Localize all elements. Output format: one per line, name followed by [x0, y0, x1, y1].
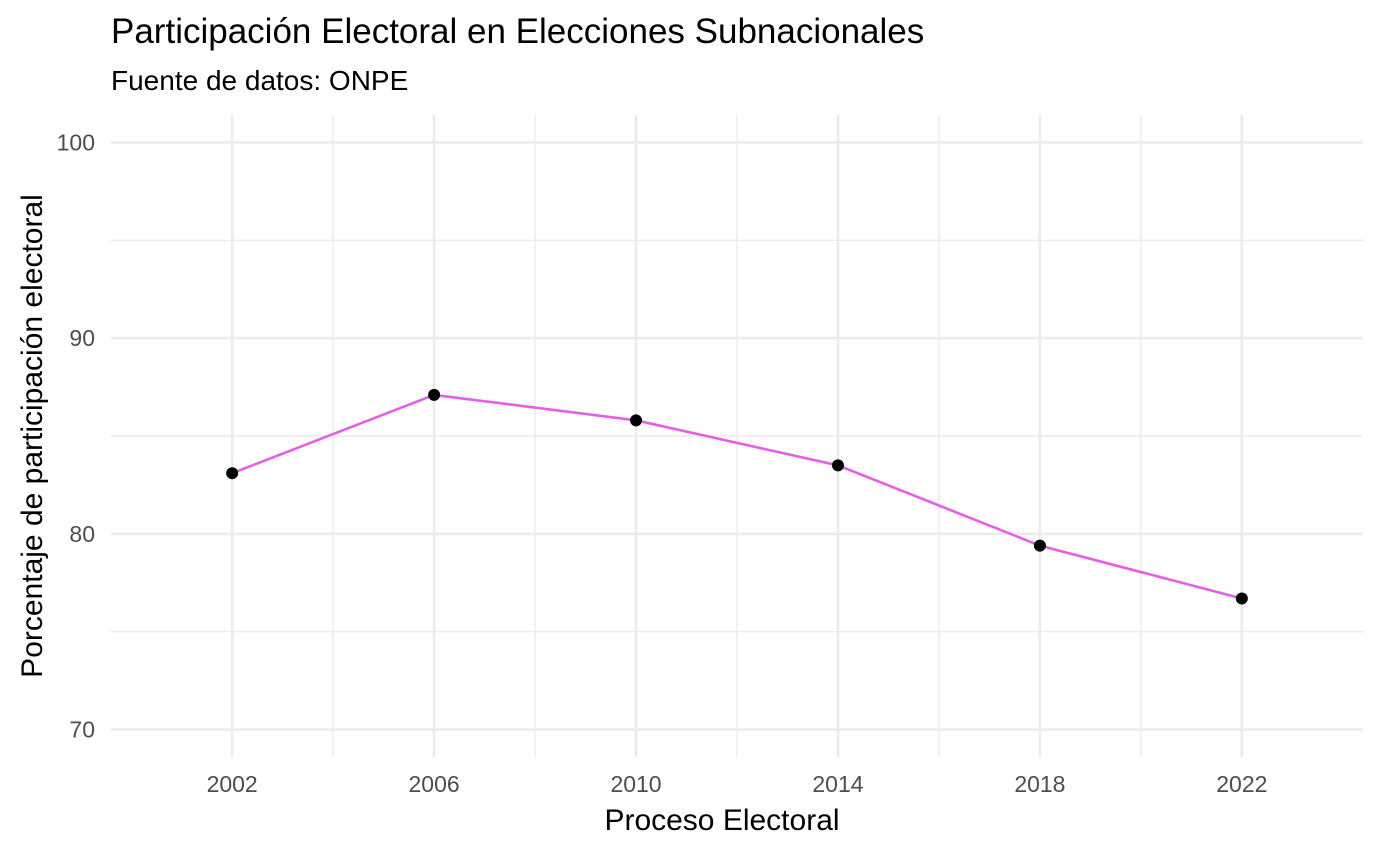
series-line — [231, 393, 1243, 600]
x-tick-label: 2018 — [1014, 771, 1065, 797]
data-point — [428, 388, 441, 401]
x-tick-label: 2010 — [610, 771, 661, 797]
y-tick-label: 70 — [69, 717, 95, 743]
data-point — [831, 459, 844, 472]
y-axis-title: Porcentaje de participación electoral — [16, 194, 49, 678]
x-tick-label: 2002 — [207, 771, 258, 797]
data-point — [1033, 539, 1046, 552]
x-axis-title: Proceso Electoral — [604, 804, 839, 837]
y-tick-label: 80 — [69, 521, 95, 547]
x-tick-label: 2006 — [409, 771, 460, 797]
gridlines — [111, 115, 1363, 757]
x-tick-label: 2022 — [1216, 771, 1267, 797]
chart-subtitle: Fuente de datos: ONPE — [111, 65, 408, 96]
chart-title: Participación Electoral en Elecciones Su… — [111, 12, 924, 51]
y-tick-label: 100 — [57, 129, 95, 155]
data-point — [1235, 592, 1248, 605]
data-point — [226, 467, 239, 480]
tick-labels: 70 80 90 100 2002 2006 2010 2014 2018 2022 — [57, 129, 1268, 797]
data-series — [226, 388, 1248, 605]
y-tick-label: 90 — [69, 325, 95, 351]
x-tick-label: 2014 — [812, 771, 863, 797]
data-point — [630, 414, 643, 427]
